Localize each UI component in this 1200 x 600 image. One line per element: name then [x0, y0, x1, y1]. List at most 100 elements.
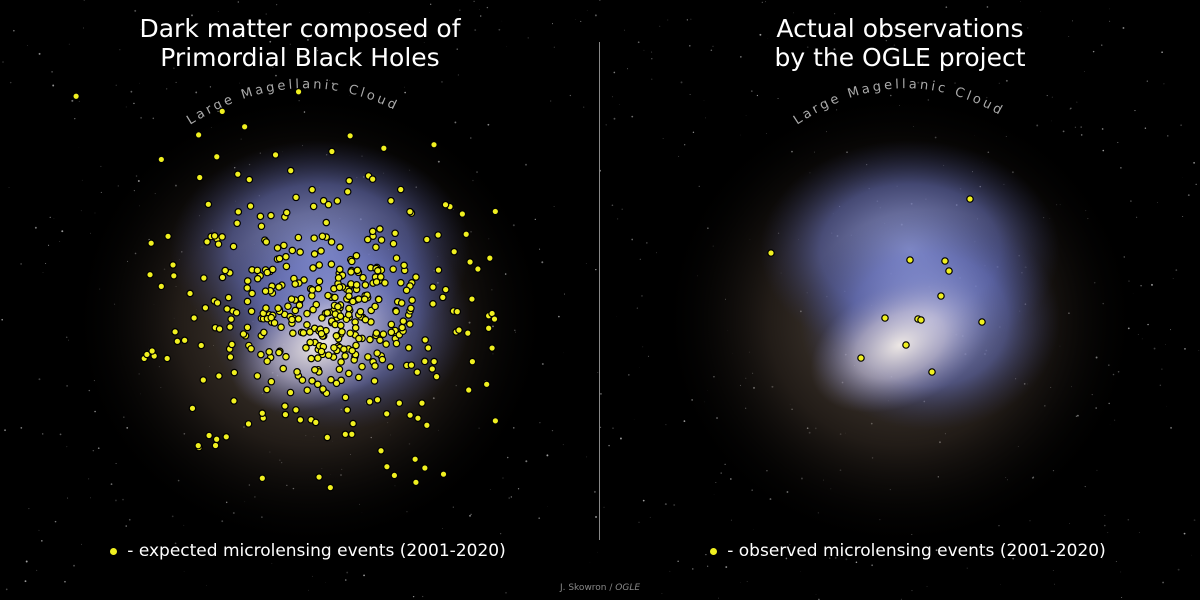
expected-event-marker — [281, 410, 290, 419]
star — [539, 248, 541, 250]
expected-event-marker — [230, 368, 239, 377]
expected-event-marker — [273, 244, 282, 252]
expected-event-marker — [221, 266, 229, 275]
star — [664, 503, 667, 506]
star — [474, 29, 477, 31]
star — [871, 564, 874, 567]
credit-author: J. Skowron / — [559, 583, 616, 593]
expected-event-marker — [334, 302, 342, 311]
expected-event-marker — [239, 330, 248, 338]
expected-event-marker — [402, 286, 411, 295]
expected-event-marker — [352, 281, 361, 289]
expected-event-marker — [338, 328, 346, 336]
star — [249, 55, 252, 57]
expected-event-marker — [314, 284, 323, 293]
expected-event-marker — [332, 332, 341, 340]
star — [88, 478, 90, 480]
star — [308, 589, 309, 591]
expected-event-marker — [213, 299, 222, 307]
expected-event-marker — [484, 324, 493, 333]
star — [498, 28, 501, 31]
expected-event-marker — [404, 343, 413, 352]
expected-event-marker — [358, 362, 366, 371]
expected-event-marker — [408, 296, 416, 304]
expected-event-marker — [374, 295, 383, 304]
star — [459, 9, 461, 11]
expected-event-marker — [387, 196, 395, 205]
expected-event-marker — [413, 368, 422, 376]
observed-events-markers — [767, 195, 986, 376]
star — [52, 84, 55, 87]
expected-event-marker — [341, 352, 349, 360]
star — [631, 238, 634, 241]
expected-event-marker — [169, 261, 177, 269]
star — [1109, 8, 1110, 10]
expected-event-marker — [423, 235, 431, 244]
expected-event-marker — [288, 246, 297, 255]
expected-event-marker — [317, 247, 325, 255]
right-title: Actual observations by the OGLE project — [600, 14, 1200, 72]
expected-event-marker — [248, 289, 256, 298]
expected-event-marker — [292, 193, 300, 202]
star — [608, 444, 610, 447]
expected-event-marker — [423, 421, 431, 430]
expected-event-marker — [275, 254, 284, 263]
expected-event-marker — [439, 293, 447, 302]
star — [1159, 384, 1162, 386]
expected-event-marker — [319, 196, 328, 205]
expected-event-marker — [348, 346, 356, 355]
observed-event-marker — [978, 318, 986, 326]
expected-event-marker — [243, 297, 252, 306]
star — [175, 81, 177, 83]
expected-event-marker — [215, 372, 223, 380]
expected-event-marker — [368, 175, 377, 183]
star — [563, 293, 566, 295]
expected-event-marker — [488, 344, 496, 352]
star — [480, 15, 482, 17]
star — [667, 19, 669, 21]
star — [457, 74, 459, 76]
expected-event-marker — [282, 208, 291, 217]
expected-event-marker — [326, 483, 335, 492]
star — [707, 565, 709, 567]
star — [20, 263, 22, 265]
star — [1029, 520, 1031, 522]
expected-event-marker — [468, 357, 477, 366]
star — [1020, 1, 1021, 2]
expected-event-marker — [310, 234, 318, 242]
expected-event-marker — [430, 140, 438, 149]
star — [1036, 124, 1039, 127]
expected-event-marker — [347, 268, 355, 276]
star — [599, 0, 601, 1]
star — [893, 44, 896, 46]
star — [130, 90, 133, 93]
expected-event-marker — [450, 247, 458, 256]
expected-event-marker — [379, 330, 388, 338]
expected-event-marker — [203, 238, 211, 246]
expected-event-marker — [292, 406, 300, 414]
star — [68, 339, 69, 341]
expected-event-marker — [188, 404, 197, 413]
star — [1104, 524, 1106, 527]
star — [1170, 426, 1173, 429]
expected-event-marker — [337, 321, 345, 330]
star — [34, 226, 37, 229]
star — [569, 94, 572, 97]
star — [539, 421, 541, 424]
star — [600, 426, 602, 428]
expected-event-marker — [215, 325, 224, 333]
star — [1005, 79, 1008, 82]
star — [1177, 568, 1180, 571]
expected-event-marker — [383, 462, 391, 471]
expected-event-marker — [345, 304, 353, 313]
star — [470, 137, 472, 139]
observed-event-marker — [917, 316, 925, 324]
expected-event-marker — [224, 293, 233, 302]
star — [834, 13, 836, 15]
star — [678, 155, 680, 157]
star — [133, 102, 135, 105]
star — [649, 516, 651, 518]
expected-event-marker — [378, 355, 387, 364]
star — [785, 557, 788, 560]
right-legend: - observed microlensing events (2001-202… — [608, 541, 1200, 561]
